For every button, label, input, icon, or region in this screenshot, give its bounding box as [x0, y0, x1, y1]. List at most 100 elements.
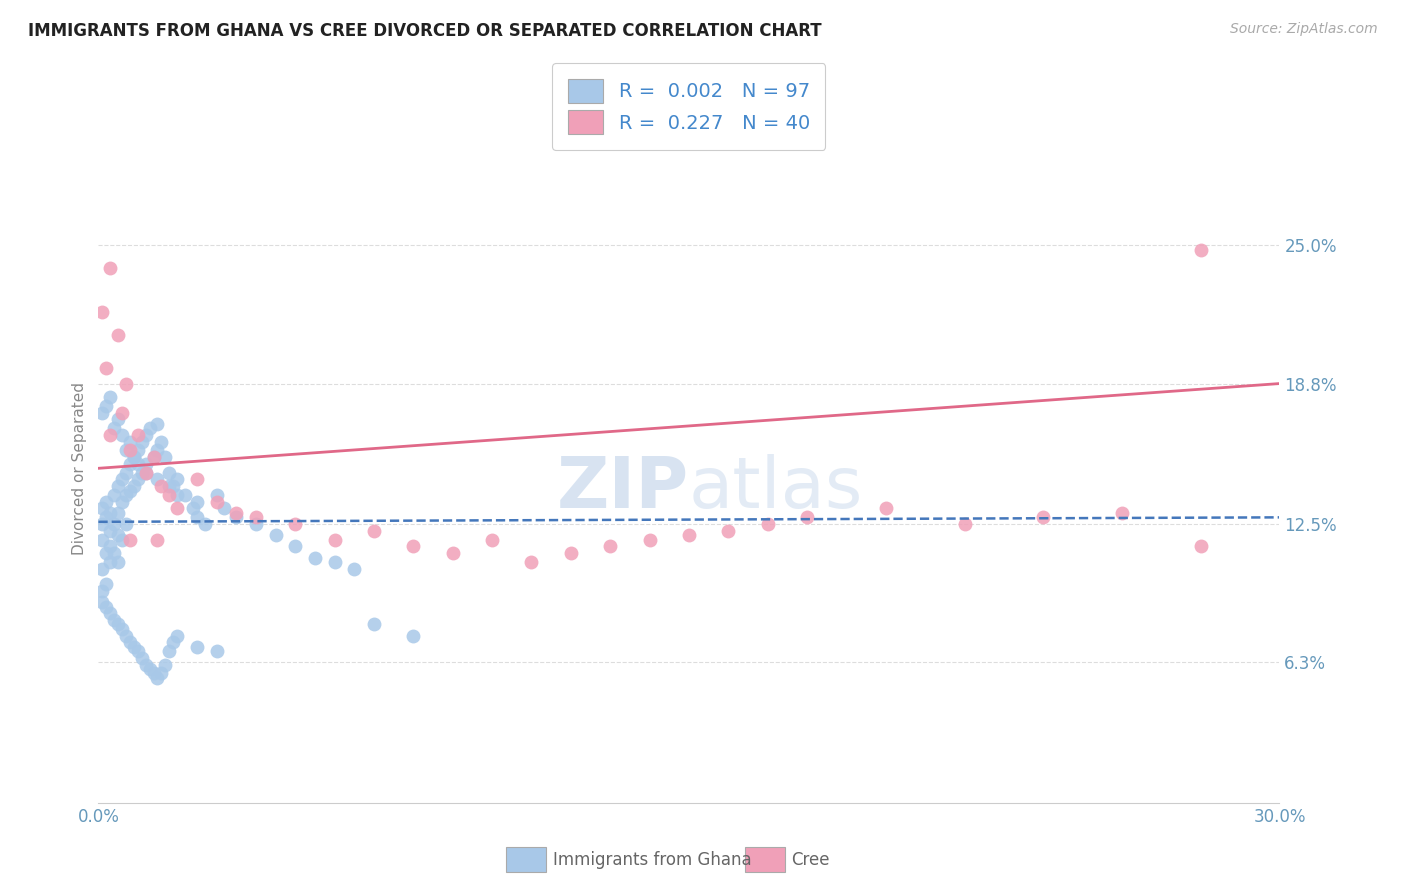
Point	[107, 327, 129, 342]
Point	[157, 466, 180, 480]
Point	[91, 305, 114, 319]
Point	[118, 483, 141, 498]
Point	[150, 434, 173, 449]
Point	[796, 510, 818, 524]
Point	[174, 488, 197, 502]
Point	[118, 533, 141, 547]
Point	[363, 617, 385, 632]
Point	[103, 613, 125, 627]
Point	[98, 506, 121, 520]
Point	[225, 510, 247, 524]
Point	[186, 640, 208, 654]
Point	[186, 473, 208, 487]
Point	[98, 539, 121, 553]
Point	[599, 539, 621, 553]
Point	[717, 524, 740, 538]
Point	[245, 517, 267, 532]
Point	[127, 473, 149, 487]
Point	[146, 417, 169, 431]
Point	[91, 517, 114, 532]
Point	[96, 361, 118, 376]
Point	[122, 450, 145, 465]
Point	[127, 428, 149, 442]
Point	[122, 479, 145, 493]
Point	[98, 607, 121, 621]
Point	[186, 510, 208, 524]
Point	[98, 260, 121, 275]
Point	[135, 466, 157, 480]
Point	[107, 555, 129, 569]
Point	[363, 524, 385, 538]
Point	[115, 488, 138, 502]
Point	[131, 651, 153, 665]
Point	[323, 533, 346, 547]
Point	[875, 501, 897, 516]
Point	[146, 473, 169, 487]
Point	[1189, 539, 1212, 553]
Point	[115, 517, 138, 532]
Point	[111, 428, 134, 442]
Point	[96, 510, 118, 524]
Point	[205, 488, 228, 502]
Point	[98, 524, 121, 538]
Point	[111, 406, 134, 420]
Point	[1032, 510, 1054, 524]
Point	[214, 501, 236, 516]
Point	[91, 533, 114, 547]
Point	[146, 671, 169, 685]
Point	[155, 657, 177, 672]
Point	[96, 577, 118, 591]
Point	[118, 635, 141, 649]
Point	[111, 533, 134, 547]
Text: Cree: Cree	[792, 851, 830, 869]
Point	[111, 473, 134, 487]
Point	[96, 546, 118, 560]
Text: IMMIGRANTS FROM GHANA VS CREE DIVORCED OR SEPARATED CORRELATION CHART: IMMIGRANTS FROM GHANA VS CREE DIVORCED O…	[28, 22, 821, 40]
Point	[157, 644, 180, 658]
Point	[1111, 506, 1133, 520]
Point	[205, 644, 228, 658]
Point	[103, 488, 125, 502]
Point	[135, 457, 157, 471]
Point	[284, 539, 307, 553]
Point	[135, 466, 157, 480]
Point	[146, 533, 169, 547]
Point	[166, 501, 188, 516]
Text: Source: ZipAtlas.com: Source: ZipAtlas.com	[1230, 22, 1378, 37]
Point	[1189, 243, 1212, 257]
Point	[142, 450, 165, 465]
Point	[205, 494, 228, 508]
Point	[111, 494, 134, 508]
Point	[115, 376, 138, 391]
Text: atlas: atlas	[689, 454, 863, 523]
Point	[678, 528, 700, 542]
Point	[118, 443, 141, 458]
Point	[162, 635, 184, 649]
Legend: R =  0.002   N = 97, R =  0.227   N = 40: R = 0.002 N = 97, R = 0.227 N = 40	[553, 63, 825, 150]
Point	[96, 494, 118, 508]
Point	[520, 555, 543, 569]
Point	[157, 488, 180, 502]
Point	[115, 628, 138, 642]
Point	[91, 406, 114, 420]
Point	[402, 628, 425, 642]
Point	[194, 517, 217, 532]
Point	[441, 546, 464, 560]
Point	[162, 479, 184, 493]
Point	[98, 555, 121, 569]
Point	[103, 517, 125, 532]
Point	[138, 662, 160, 676]
Point	[135, 657, 157, 672]
Point	[181, 501, 204, 516]
Point	[166, 473, 188, 487]
Point	[155, 450, 177, 465]
Point	[146, 443, 169, 458]
Point	[150, 479, 173, 493]
Point	[127, 644, 149, 658]
Point	[98, 428, 121, 442]
Point	[107, 479, 129, 493]
Point	[264, 528, 287, 542]
Point	[323, 555, 346, 569]
Point	[122, 450, 145, 465]
Point	[481, 533, 503, 547]
